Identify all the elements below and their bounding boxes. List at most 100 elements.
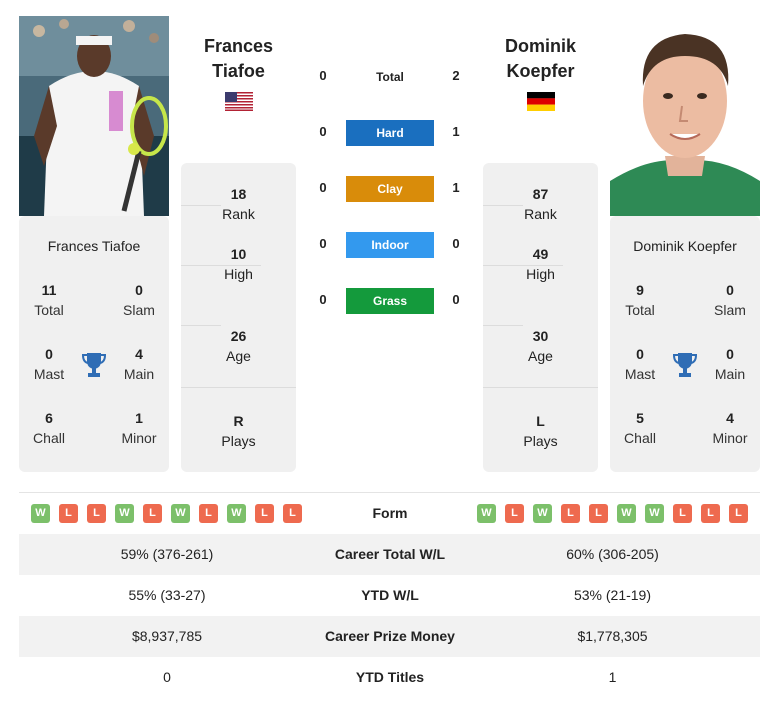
player1-photo <box>19 16 169 216</box>
player1-stats-card: Frances Tiafoe 11 Total 0 Slam 0 Mast 4 … <box>19 216 169 472</box>
player1-form-badge-loss[interactable]: L <box>283 504 302 523</box>
table-row: 59% (376-261) Career Total W/L 60% (306-… <box>19 534 760 575</box>
player1-form-badge-loss[interactable]: L <box>59 504 78 523</box>
player2-name[interactable]: Dominik Koepfer <box>483 34 598 84</box>
player2-form-badge-loss[interactable]: L <box>561 504 580 523</box>
surface-grass[interactable]: Grass <box>346 288 434 314</box>
table-top-divider <box>19 492 760 493</box>
player2-mast-stat: 0 Mast <box>610 344 670 384</box>
player1-rank-value: 18 <box>230 186 247 202</box>
player1-slam-label: Slam <box>123 302 155 318</box>
player1-ytd-wl: 55% (33-27) <box>128 587 206 603</box>
divider <box>181 387 296 388</box>
player1-form-badge-win[interactable]: W <box>31 504 50 523</box>
player2-plays-label: Plays <box>523 433 558 449</box>
player2-form-badge-win[interactable]: W <box>533 504 552 523</box>
player1-age-label: Age <box>226 348 251 364</box>
player2-form-badge-win[interactable]: W <box>645 504 664 523</box>
h2h-total-p2: 2 <box>452 68 460 83</box>
player2-prize-money: $1,778,305 <box>577 628 648 644</box>
h2h-clay-p2: 1 <box>452 180 460 195</box>
player2-form-badge-loss[interactable]: L <box>729 504 748 523</box>
player2-rank-stat: 87 Rank <box>483 184 598 224</box>
career-wl-label: Career Total W/L <box>334 546 446 562</box>
surface-hard[interactable]: Hard <box>346 120 434 146</box>
divider <box>181 205 221 206</box>
player2-mast-label: Mast <box>624 366 656 382</box>
player2-card-name: Dominik Koepfer <box>633 238 737 254</box>
divider <box>483 265 563 266</box>
player2-last-name: Koepfer <box>506 61 575 81</box>
divider <box>483 205 523 206</box>
player2-slam-stat: 0 Slam <box>700 280 760 320</box>
h2h-grass-p2: 0 <box>452 292 460 307</box>
player1-high-value: 10 <box>230 246 247 262</box>
player2-form-badge-loss[interactable]: L <box>673 504 692 523</box>
h2h-hard-p1: 0 <box>319 124 327 139</box>
player2-total-stat: 9 Total <box>610 280 670 320</box>
divider <box>181 265 261 266</box>
player2-form-badge-loss[interactable]: L <box>589 504 608 523</box>
player1-age-stat: 26 Age <box>181 326 296 366</box>
player1-main-value: 4 <box>135 346 143 362</box>
player1-form-badge-loss[interactable]: L <box>255 504 274 523</box>
player1-form-badge-loss[interactable]: L <box>87 504 106 523</box>
player1-main-label: Main <box>123 366 155 382</box>
player1-total-label: Total <box>34 302 64 318</box>
ytd-titles-label: YTD Titles <box>355 669 425 685</box>
player2-main-label: Main <box>714 366 746 382</box>
player2-chall-stat: 5 Chall <box>610 408 670 448</box>
player1-high-stat: 10 High <box>181 244 296 284</box>
table-row: 0 YTD Titles 1 <box>19 657 760 698</box>
player1-name[interactable]: Frances Tiafoe <box>181 34 296 84</box>
player2-form-badge-win[interactable]: W <box>617 504 636 523</box>
divider <box>181 325 221 326</box>
divider <box>483 387 598 388</box>
surface-clay[interactable]: Clay <box>346 176 434 202</box>
player1-form-badge-win[interactable]: W <box>115 504 134 523</box>
player2-high-value: 49 <box>532 246 549 262</box>
table-row: 55% (33-27) YTD W/L 53% (21-19) <box>19 575 760 616</box>
player1-high-label: High <box>224 266 253 282</box>
h2h-clay-p1: 0 <box>319 180 327 195</box>
player1-slam-value: 0 <box>135 282 143 298</box>
player1-age-value: 26 <box>230 328 247 344</box>
player1-card-name: Frances Tiafoe <box>47 238 141 254</box>
player2-minor-label: Minor <box>712 430 748 446</box>
player2-form-badge-loss[interactable]: L <box>505 504 524 523</box>
player2-age-label: Age <box>528 348 553 364</box>
player1-mast-value: 0 <box>45 346 53 362</box>
player1-minor-label: Minor <box>121 430 157 446</box>
player1-form-badge-win[interactable]: W <box>171 504 190 523</box>
player1-chall-value: 6 <box>45 410 53 426</box>
player2-form-badge-loss[interactable]: L <box>701 504 720 523</box>
player1-plays-value: R <box>233 413 244 429</box>
player2-first-name: Dominik <box>504 36 576 56</box>
player1-form-badge-loss[interactable]: L <box>143 504 162 523</box>
player1-form-badge-loss[interactable]: L <box>199 504 218 523</box>
player1-form-badge-win[interactable]: W <box>227 504 246 523</box>
h2h-total-label: Total <box>376 70 404 84</box>
player1-total-stat: 11 Total <box>19 280 79 320</box>
surface-indoor[interactable]: Indoor <box>346 232 434 258</box>
player1-total-value: 11 <box>41 282 57 298</box>
ytd-wl-label: YTD W/L <box>361 587 419 603</box>
player2-slam-value: 0 <box>726 282 734 298</box>
table-row: $8,937,785 Career Prize Money $1,778,305 <box>19 616 760 657</box>
player2-form-badge-win[interactable]: W <box>477 504 496 523</box>
player1-mast-label: Mast <box>33 366 65 382</box>
player2-plays-value: L <box>536 413 545 429</box>
form-label: Form <box>372 505 408 521</box>
player1-first-name: Frances <box>203 36 274 56</box>
player2-main-value: 0 <box>726 346 734 362</box>
h2h-indoor-p1: 0 <box>319 236 327 251</box>
player1-chall-label: Chall <box>33 430 65 446</box>
player1-minor-stat: 1 Minor <box>109 408 169 448</box>
us-flag-icon <box>225 92 253 111</box>
player2-rank-label: Rank <box>524 206 557 222</box>
trophy-icon <box>672 351 698 379</box>
player2-slam-label: Slam <box>714 302 746 318</box>
